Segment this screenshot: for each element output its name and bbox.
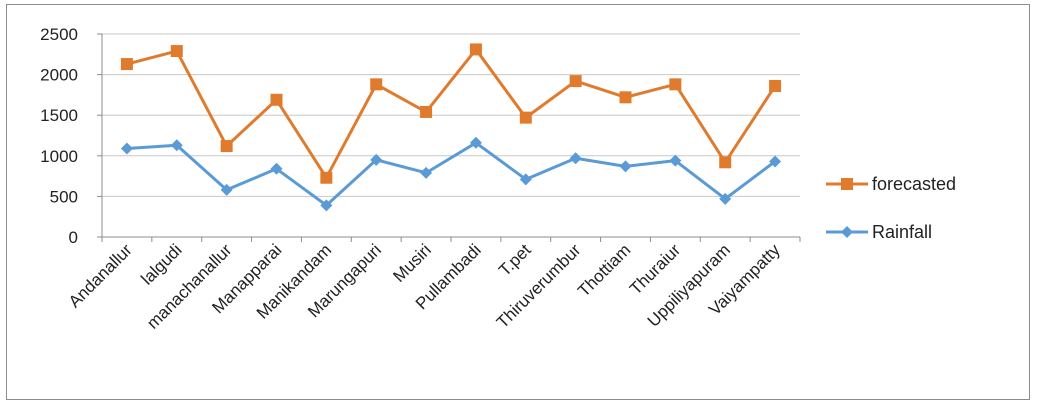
data-point-rainfall — [719, 192, 732, 205]
legend: forecasted Rainfall — [826, 174, 956, 242]
y-tick-label: 1000 — [40, 147, 78, 166]
chart-frame — [6, 4, 1030, 400]
y-tick-label: 0 — [69, 228, 78, 247]
data-point-rainfall — [370, 153, 383, 166]
data-point-forecasted — [769, 79, 782, 92]
data-point-rainfall — [220, 183, 233, 196]
data-point-forecasted — [519, 111, 532, 124]
data-point-forecasted — [569, 75, 582, 88]
data-point-rainfall — [420, 166, 433, 179]
x-category-label: Musiri — [389, 240, 434, 285]
series-line-forecasted — [126, 47, 777, 180]
series-line-rainfall — [126, 141, 776, 207]
x-axis-ticks: Andanallur lalgudimanachanallurManapparai… — [65, 240, 784, 333]
data-point-forecasted — [469, 43, 482, 56]
data-point-rainfall — [270, 162, 283, 175]
series-layer — [120, 43, 782, 212]
data-point-forecasted — [669, 78, 682, 91]
x-category-label: Andanallur — [65, 240, 136, 311]
x-category-label: manachanallur — [143, 240, 236, 333]
data-point-forecasted — [719, 156, 732, 169]
data-point-rainfall — [619, 160, 632, 173]
x-category-label: T.pet — [495, 240, 535, 280]
legend-label-forecasted: forecasted — [872, 174, 956, 194]
data-point-forecasted — [619, 91, 632, 104]
legend-marker-rainfall — [841, 226, 853, 238]
data-point-rainfall — [669, 154, 682, 167]
legend-marker-forecasted — [841, 178, 853, 190]
data-point-rainfall — [519, 173, 532, 186]
data-point-forecasted — [420, 105, 433, 118]
data-point-rainfall — [569, 152, 582, 165]
x-category-label: Thottiam — [574, 240, 634, 300]
data-point-rainfall — [120, 142, 133, 155]
data-point-forecasted — [170, 45, 183, 58]
data-point-rainfall — [769, 155, 782, 168]
data-point-forecasted — [320, 171, 333, 184]
x-category-label: lalgudi — [137, 240, 185, 288]
gridlines — [102, 33, 800, 197]
y-tick-label: 1500 — [40, 106, 78, 125]
data-point-forecasted — [120, 58, 133, 71]
y-tick-label: 2000 — [40, 66, 78, 85]
y-tick-label: 2500 — [40, 25, 78, 44]
axes — [97, 33, 801, 242]
data-point-forecasted — [220, 140, 233, 153]
y-axis-ticks: 0 500 1000 1500 2000 2500 — [40, 25, 78, 247]
data-point-forecasted — [270, 93, 283, 106]
legend-label-rainfall: Rainfall — [872, 222, 932, 242]
data-point-rainfall — [320, 199, 333, 212]
data-point-forecasted — [370, 78, 383, 91]
data-point-rainfall — [469, 136, 482, 149]
y-tick-label: 500 — [50, 187, 78, 206]
data-point-rainfall — [170, 139, 183, 152]
